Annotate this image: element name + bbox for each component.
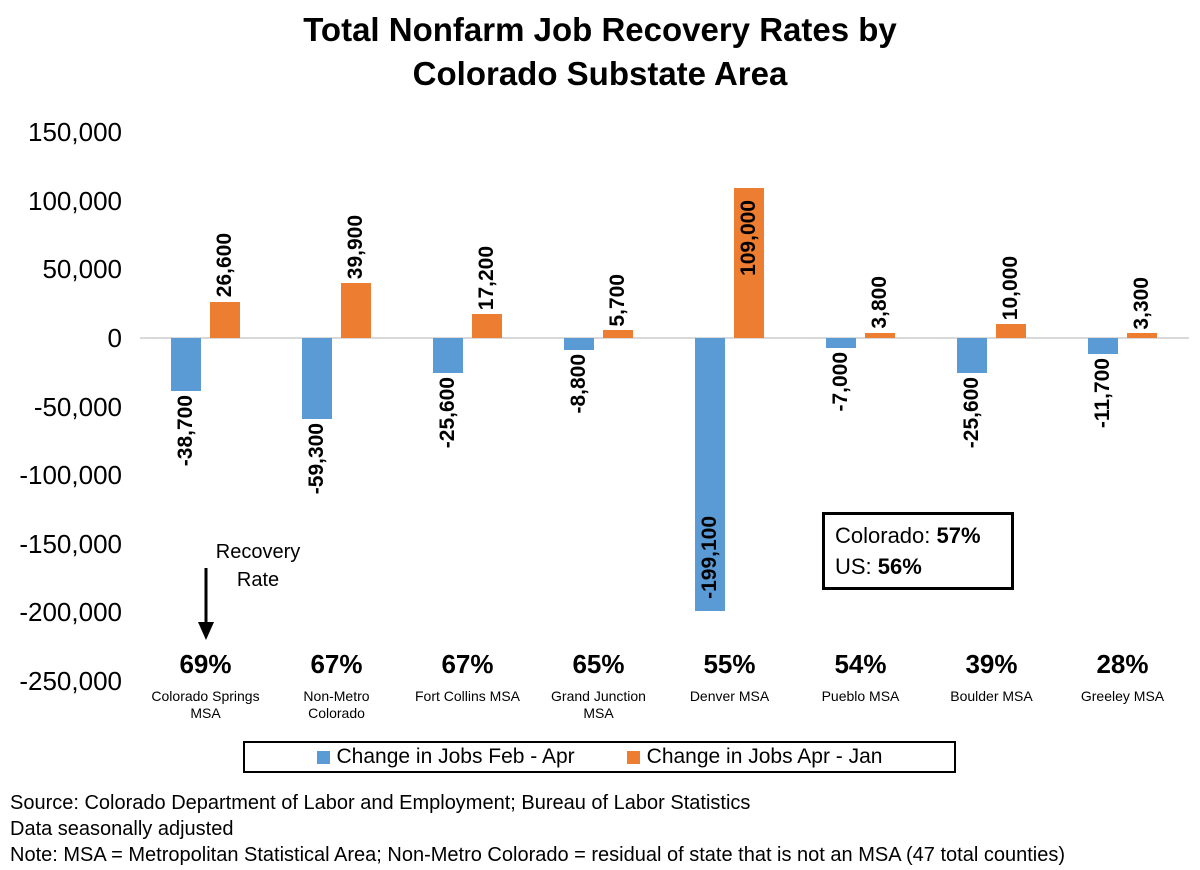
bar-data-label-colorado-springs-msa-s0: -38,700	[174, 395, 197, 467]
summary-us-value: 56%	[877, 554, 922, 579]
chart-title-line1: Total Nonfarm Job Recovery Rates by	[303, 11, 897, 48]
bar-apr-jan-boulder-msa	[996, 324, 1026, 338]
chart-legend: Change in Jobs Feb - Apr Change in Jobs …	[243, 741, 956, 773]
category-label-non-metro-colorado: Non-Metro Colorado	[303, 688, 370, 721]
category-label-pueblo-msa: Pueblo MSA	[821, 688, 900, 704]
y-axis-tick--250000: -250,000	[19, 666, 122, 696]
y-axis-tick-50000: 50,000	[42, 254, 122, 285]
bar-apr-jan-denver-msa	[734, 188, 764, 338]
summary-colorado-row: Colorado: 57%	[835, 520, 1001, 551]
down-arrow-icon	[198, 568, 214, 640]
y-axis-tick-150000: 150,000	[28, 117, 122, 148]
summary-us-label: US:	[835, 554, 878, 579]
bar-feb-apr-pueblo-msa	[826, 338, 856, 348]
summary-colorado-value: 57%	[936, 523, 981, 548]
chart-title: Total Nonfarm Job Recovery Rates by Colo…	[0, 8, 1200, 96]
footer-adjustment-line: Data seasonally adjusted	[10, 818, 234, 840]
category-label-denver-msa: Denver MSA	[689, 688, 770, 704]
y-axis-tick-0: 0	[107, 323, 122, 353]
bar-data-label-boulder-msa-s0: -25,600	[960, 377, 983, 449]
recovery-rate-value-non-metro-colorado: 67%	[310, 649, 363, 679]
bar-data-label-pueblo-msa-s0: -7,000	[829, 351, 852, 412]
category-label-fort-collins-msa: Fort Collins MSA	[414, 688, 521, 704]
recovery-rate-annotation-line1: Recovery	[215, 541, 301, 563]
bar-apr-jan-fort-collins-msa	[472, 314, 502, 338]
bar-data-label-non-metro-colorado-s0: -59,300	[305, 423, 328, 495]
bar-data-label-grand-junction-msa-s1: 5,700	[606, 273, 629, 327]
zero-gridline	[140, 337, 1189, 339]
recovery-rate-value-grand-junction-msa: 65%	[572, 649, 625, 679]
legend-item-apr-jan: Change in Jobs Apr - Jan	[626, 745, 883, 769]
y-axis-tick-100000: 100,000	[28, 185, 122, 216]
bar-apr-jan-greeley-msa	[1127, 333, 1157, 338]
bar-data-label-greeley-msa-s0: -11,700	[1091, 358, 1114, 429]
recovery-rate-annotation-line2: Rate	[236, 569, 280, 591]
bar-apr-jan-colorado-springs-msa	[210, 301, 240, 338]
bar-feb-apr-denver-msa	[695, 338, 725, 612]
recovery-rate-value-greeley-msa: 28%	[1096, 649, 1149, 679]
bar-data-label-non-metro-colorado-s1: 39,900	[344, 215, 367, 280]
bar-feb-apr-colorado-springs-msa	[171, 338, 201, 392]
y-axis-tick--150000: -150,000	[19, 528, 122, 559]
bar-feb-apr-non-metro-colorado	[302, 338, 332, 420]
summary-us-row: US: 56%	[835, 551, 1001, 582]
recovery-rate-value-pueblo-msa: 54%	[834, 649, 887, 679]
chart-title-line2: Colorado Substate Area	[412, 55, 788, 92]
bar-data-label-pueblo-msa-s1: 3,800	[868, 276, 891, 329]
bar-data-label-grand-junction-msa-s0: -8,800	[567, 354, 590, 414]
recovery-rate-value-colorado-springs-msa: 69%	[179, 649, 232, 679]
category-label-colorado-springs-msa: Colorado Springs MSA	[151, 688, 260, 721]
legend-item-feb-apr: Change in Jobs Feb - Apr	[316, 745, 575, 769]
legend-swatch-orange-icon	[626, 750, 640, 764]
legend-swatch-blue-icon	[316, 750, 330, 764]
bar-feb-apr-boulder-msa	[957, 338, 987, 374]
bar-data-label-boulder-msa-s1: 10,000	[999, 256, 1022, 321]
recovery-rate-value-boulder-msa: 39%	[965, 649, 1018, 679]
legend-label-feb-apr: Change in Jobs Feb - Apr	[336, 745, 575, 768]
bar-data-label-fort-collins-msa-s0: -25,600	[436, 377, 459, 449]
recovery-rate-value-fort-collins-msa: 67%	[441, 649, 494, 679]
summary-colorado-label: Colorado:	[835, 523, 937, 548]
recovery-rate-annotation: Recovery Rate	[196, 538, 320, 594]
footer-note-line: Note: MSA = Metropolitan Statistical Are…	[10, 844, 1065, 866]
bar-data-label-fort-collins-msa-s1: 17,200	[475, 246, 498, 311]
bar-feb-apr-greeley-msa	[1088, 338, 1118, 355]
recovery-rate-value-denver-msa: 55%	[703, 649, 756, 679]
bar-data-label-greeley-msa-s1: 3,300	[1130, 276, 1153, 330]
y-axis-tick--200000: -200,000	[19, 597, 122, 628]
bar-data-label-denver-msa-s0: -199,100	[698, 516, 721, 600]
category-label-greeley-msa: Greeley MSA	[1080, 688, 1165, 704]
y-axis-tick--50000: -50,000	[33, 391, 122, 422]
legend-label-apr-jan: Change in Jobs Apr - Jan	[646, 745, 883, 768]
summary-box: Colorado: 57% US: 56%	[822, 512, 1014, 590]
y-axis-tick--100000: -100,000	[19, 460, 122, 491]
bar-data-label-denver-msa-s1: 109,000	[737, 200, 760, 277]
bar-feb-apr-grand-junction-msa	[564, 338, 594, 351]
footer-notes: Source: Colorado Department of Labor and…	[10, 790, 1065, 868]
footer-source-line: Source: Colorado Department of Labor and…	[10, 792, 751, 814]
bar-apr-jan-grand-junction-msa	[603, 330, 633, 338]
bar-feb-apr-fort-collins-msa	[433, 338, 463, 374]
category-label-grand-junction-msa: Grand Junction MSA	[551, 688, 646, 721]
bar-apr-jan-pueblo-msa	[865, 332, 895, 338]
bar-apr-jan-non-metro-colorado	[341, 283, 371, 338]
bar-data-label-colorado-springs-msa-s1: 26,600	[213, 233, 236, 298]
category-label-boulder-msa: Boulder MSA	[950, 688, 1033, 704]
